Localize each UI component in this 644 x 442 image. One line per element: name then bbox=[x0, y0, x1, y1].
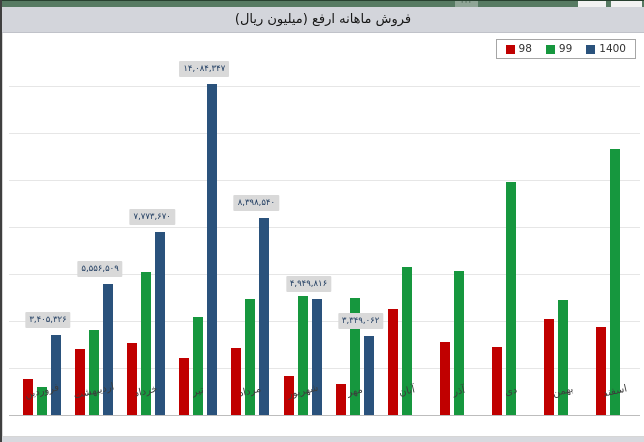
data-label-1400-اردیبهشت: ۵,۵۵۶,۵۰۹ bbox=[77, 261, 123, 278]
bar-99-اردیبهشت[interactable] bbox=[89, 330, 100, 415]
bar-1400-خرداد[interactable] bbox=[155, 232, 166, 415]
legend-item-99[interactable]: 99 bbox=[545, 43, 573, 55]
data-label-1400-مهر: ۳,۳۴۹,۰۶۲ bbox=[337, 313, 384, 330]
bar-99-آذر[interactable] bbox=[453, 270, 464, 415]
legend-swatch-1400-icon bbox=[586, 44, 596, 54]
bar-98-بهمن[interactable] bbox=[544, 318, 554, 415]
legend-item-1400[interactable]: 1400 bbox=[586, 43, 626, 55]
legend-item-98[interactable]: 98 bbox=[505, 43, 532, 55]
chart-title: فروش ماهانه ارفع (میلیون ریال) bbox=[234, 12, 412, 27]
bar-99-مرداد[interactable] bbox=[245, 298, 256, 415]
x-axis-line bbox=[9, 415, 640, 416]
bar-99-اسفند[interactable] bbox=[610, 149, 621, 415]
bar-1400-تیر[interactable] bbox=[207, 84, 218, 415]
data-label-1400-فروردین: ۳,۴۰۵,۳۲۶ bbox=[25, 311, 71, 328]
plot-area: ۳,۴۰۵,۳۲۶ ۵,۵۵۶,۵۰۹ ۷,۷۷۳,۶۷۰ ۱۴,۰۸۴,۳۴۷ ۸,۳… bbox=[9, 33, 640, 435]
bar-99-بهمن[interactable] bbox=[558, 299, 568, 415]
bar-99-تیر[interactable] bbox=[193, 316, 204, 415]
data-label-1400-خرداد: ۷,۷۷۳,۶۷۰ bbox=[129, 209, 175, 226]
gridline bbox=[9, 180, 640, 181]
data-label-1400-تیر: ۱۴,۰۸۴,۳۴۷ bbox=[179, 61, 230, 78]
gridline bbox=[9, 227, 640, 228]
bar-98-اردیبهشت[interactable] bbox=[75, 349, 86, 415]
gridline bbox=[9, 274, 640, 275]
window-chip-right bbox=[611, 1, 642, 7]
legend-label-1400: 1400 bbox=[599, 43, 626, 55]
bar-98-فروردین[interactable] bbox=[23, 378, 33, 415]
bar-98-آبان[interactable] bbox=[387, 308, 398, 415]
bar-1400-فروردین[interactable] bbox=[51, 334, 61, 415]
bar-99-شهریور[interactable] bbox=[297, 295, 308, 415]
bar-1400-مهر[interactable] bbox=[363, 336, 374, 415]
data-label-1400-مرداد: ۸,۳۹۸,۵۴۰ bbox=[233, 194, 280, 211]
legend-label-99: 99 bbox=[558, 43, 573, 55]
chart-legend: 98 99 1400 bbox=[495, 39, 636, 59]
gridline bbox=[9, 133, 640, 134]
bar-98-دی[interactable] bbox=[491, 347, 502, 415]
data-label-1400-شهریور: ۴,۹۴۹,۸۱۶ bbox=[285, 275, 332, 292]
bar-99-فروردین[interactable] bbox=[37, 387, 47, 415]
gridline bbox=[9, 368, 640, 369]
bar-98-آذر[interactable] bbox=[439, 341, 450, 415]
bar-99-آبان[interactable] bbox=[401, 267, 412, 415]
legend-swatch-98-icon bbox=[505, 44, 515, 54]
legend-label-98: 98 bbox=[518, 43, 532, 55]
more-options-button[interactable]: ··· bbox=[455, 0, 478, 8]
bar-98-اسفند[interactable] bbox=[596, 327, 607, 415]
legend-swatch-99-icon bbox=[545, 44, 555, 54]
bar-99-خرداد[interactable] bbox=[141, 271, 152, 415]
gridline bbox=[9, 86, 640, 87]
bar-98-خرداد[interactable] bbox=[127, 343, 138, 415]
bar-98-شهریور[interactable] bbox=[283, 376, 294, 415]
window-chip-left bbox=[578, 1, 606, 7]
chart-card: ۳,۴۰۵,۳۲۶ ۵,۵۵۶,۵۰۹ ۷,۷۷۳,۶۷۰ ۱۴,۰۸۴,۳۴۷ ۸,۳… bbox=[2, 33, 644, 437]
bar-98-مرداد[interactable] bbox=[231, 347, 242, 415]
chart-title-band: فروش ماهانه ارفع (میلیون ریال) bbox=[2, 7, 644, 33]
bar-98-تیر[interactable] bbox=[179, 357, 190, 415]
ellipsis-icon: ··· bbox=[460, 0, 473, 8]
visual-header-bar: ··· bbox=[2, 0, 644, 8]
bottom-strip bbox=[2, 437, 644, 442]
bar-99-مهر[interactable] bbox=[349, 297, 360, 415]
bar-1400-اردیبهشت[interactable] bbox=[103, 284, 114, 415]
bar-1400-شهریور[interactable] bbox=[311, 298, 322, 415]
bar-98-مهر[interactable] bbox=[335, 383, 346, 415]
bar-99-دی[interactable] bbox=[505, 181, 516, 415]
gridline bbox=[9, 321, 640, 322]
bar-1400-مرداد[interactable] bbox=[259, 217, 270, 415]
